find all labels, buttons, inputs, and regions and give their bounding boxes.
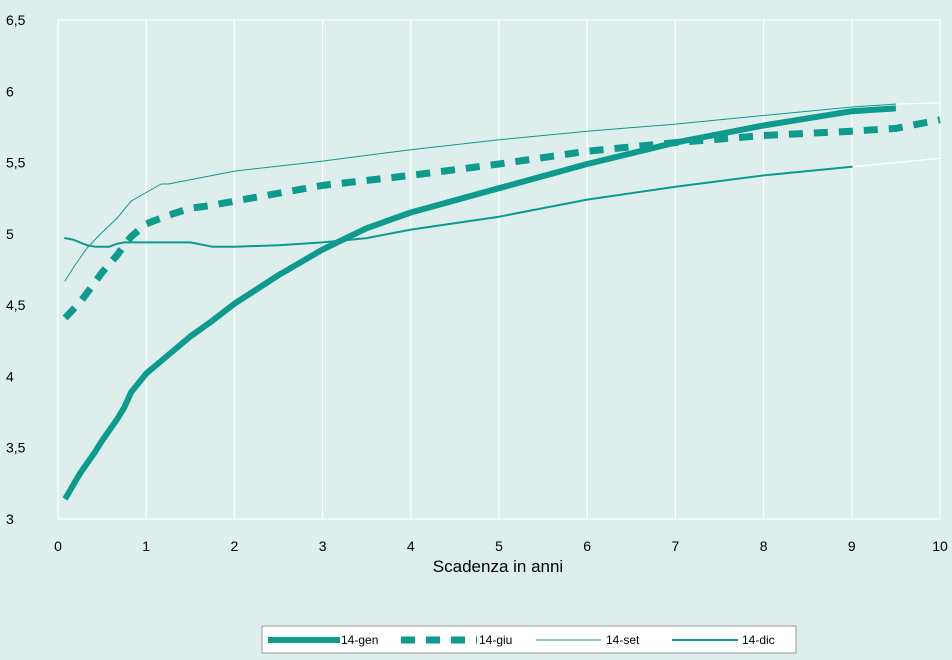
series-line-14-gen: [62, 105, 897, 501]
x-tick-label: 10: [932, 538, 948, 554]
x-tick-label: 6: [583, 538, 591, 554]
y-tick-label: 4,5: [6, 297, 26, 313]
y-tick-label: 6: [6, 83, 14, 99]
x-tick-label: 3: [319, 538, 327, 554]
x-tick-labels: 0 1 2 3 4 5 6 7 8 9 10: [54, 538, 948, 554]
trend-extension-1: [851, 157, 941, 168]
series-line-14-set: [64, 103, 897, 282]
y-tick-label: 6,5: [6, 12, 26, 28]
y-tick-labels: 3 3,5 4 4,5 5 5,5 6 6,5: [6, 12, 26, 527]
series-line-14-dic: [64, 165, 853, 248]
x-tick-label: 7: [672, 538, 680, 554]
legend-label-14-giu: 14-giu: [479, 633, 512, 647]
x-tick-label: 2: [231, 538, 239, 554]
y-tick-label: 5: [6, 226, 14, 242]
x-tick-label: 5: [495, 538, 503, 554]
x-tick-label: 0: [54, 538, 62, 554]
line-extensions: [851, 102, 941, 168]
legend-label-14-gen: 14-gen: [341, 633, 378, 647]
x-tick-label: 4: [407, 538, 415, 554]
legend-label-14-dic: 14-dic: [742, 633, 775, 647]
y-tick-label: 3: [6, 511, 14, 527]
x-tick-label: 9: [848, 538, 856, 554]
y-tick-label: 5,5: [6, 155, 26, 171]
y-tick-label: 3,5: [6, 440, 26, 456]
x-axis-title: Scadenza in anni: [433, 557, 563, 576]
y-tick-label: 4: [6, 368, 14, 384]
x-tick-label: 8: [760, 538, 768, 554]
trend-extension-2: [895, 102, 941, 105]
vertical-gridlines: [145, 20, 941, 519]
legend-label-14-set: 14-set: [606, 633, 640, 647]
legend: 14-gen 14-giu 14-set 14-dic: [261, 625, 797, 654]
x-tick-label: 1: [142, 538, 150, 554]
series-lines: [62, 103, 941, 501]
